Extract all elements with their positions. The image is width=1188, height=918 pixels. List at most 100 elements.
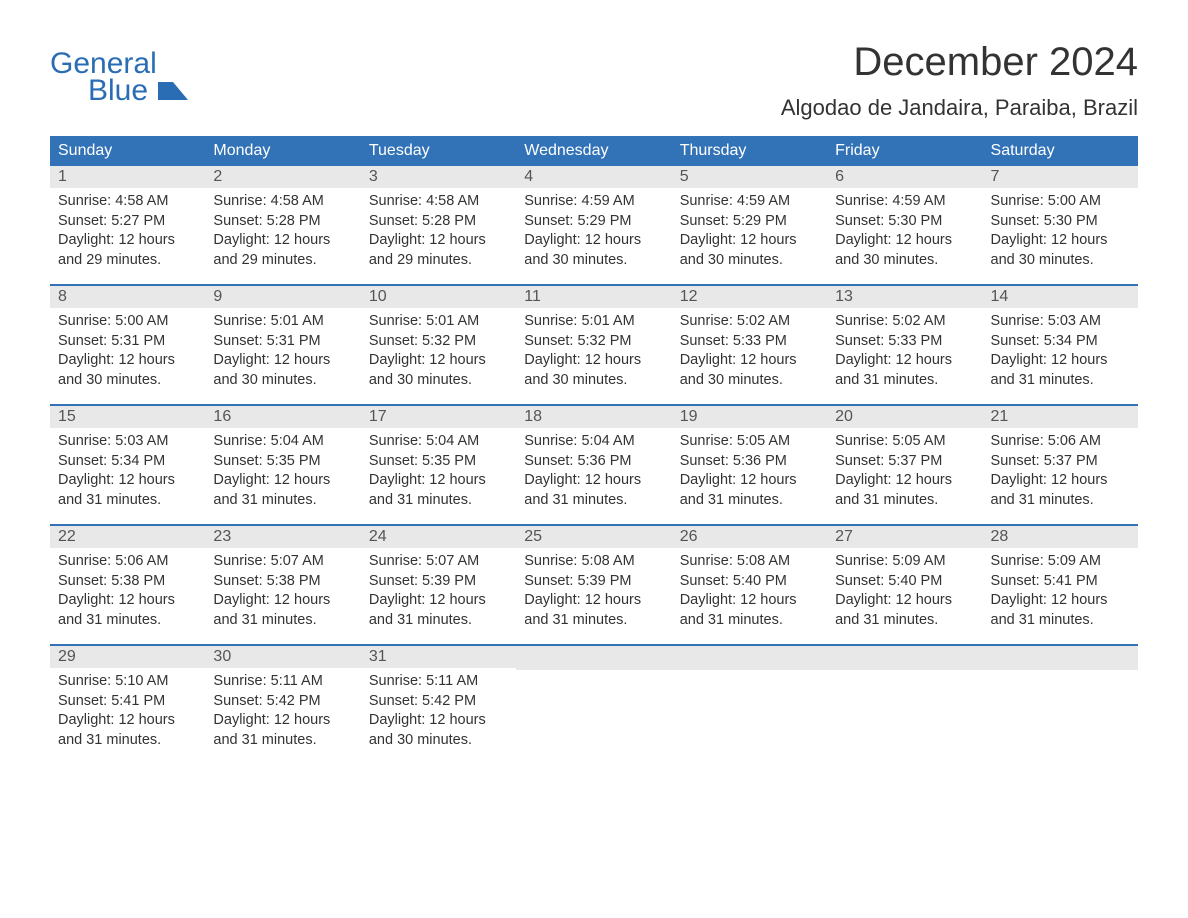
calendar-day: 25Sunrise: 5:08 AMSunset: 5:39 PMDayligh… <box>516 526 671 644</box>
day-number: 15 <box>50 406 205 428</box>
calendar-day: 6Sunrise: 4:59 AMSunset: 5:30 PMDaylight… <box>827 166 982 284</box>
day-number: 25 <box>516 526 671 548</box>
day-number: 17 <box>361 406 516 428</box>
daylight-text-1: Daylight: 12 hours <box>58 711 197 731</box>
day-number: 20 <box>827 406 982 428</box>
daylight-text-2: and 29 minutes. <box>213 251 352 271</box>
sunrise-text: Sunrise: 5:06 AM <box>991 432 1130 452</box>
daylight-text-1: Daylight: 12 hours <box>991 471 1130 491</box>
logo-text: General Blue <box>50 50 188 104</box>
sunrise-text: Sunrise: 5:06 AM <box>58 552 197 572</box>
daylight-text-2: and 31 minutes. <box>991 491 1130 511</box>
day-content: Sunrise: 4:59 AMSunset: 5:30 PMDaylight:… <box>827 188 982 278</box>
day-header-thu: Thursday <box>672 136 827 166</box>
sunset-text: Sunset: 5:33 PM <box>680 332 819 352</box>
day-content: Sunrise: 5:08 AMSunset: 5:40 PMDaylight:… <box>672 548 827 638</box>
day-number: 11 <box>516 286 671 308</box>
calendar-day: 8Sunrise: 5:00 AMSunset: 5:31 PMDaylight… <box>50 286 205 404</box>
day-content: Sunrise: 4:58 AMSunset: 5:27 PMDaylight:… <box>50 188 205 278</box>
daylight-text-1: Daylight: 12 hours <box>213 471 352 491</box>
daylight-text-2: and 31 minutes. <box>991 371 1130 391</box>
daylight-text-1: Daylight: 12 hours <box>213 711 352 731</box>
calendar-day: 27Sunrise: 5:09 AMSunset: 5:40 PMDayligh… <box>827 526 982 644</box>
logo-line2: Blue <box>88 77 188 104</box>
calendar-day: 9Sunrise: 5:01 AMSunset: 5:31 PMDaylight… <box>205 286 360 404</box>
sunrise-text: Sunrise: 5:03 AM <box>58 432 197 452</box>
daylight-text-1: Daylight: 12 hours <box>524 351 663 371</box>
daylight-text-2: and 31 minutes. <box>369 491 508 511</box>
day-number: 19 <box>672 406 827 428</box>
daylight-text-1: Daylight: 12 hours <box>369 591 508 611</box>
day-content: Sunrise: 5:07 AMSunset: 5:38 PMDaylight:… <box>205 548 360 638</box>
day-content: Sunrise: 5:01 AMSunset: 5:32 PMDaylight:… <box>516 308 671 398</box>
daylight-text-1: Daylight: 12 hours <box>58 351 197 371</box>
sunset-text: Sunset: 5:28 PM <box>213 212 352 232</box>
title-area: December 2024 Algodao de Jandaira, Parai… <box>781 40 1138 121</box>
sunrise-text: Sunrise: 5:00 AM <box>991 192 1130 212</box>
day-content: Sunrise: 5:06 AMSunset: 5:38 PMDaylight:… <box>50 548 205 638</box>
daylight-text-1: Daylight: 12 hours <box>524 231 663 251</box>
sunrise-text: Sunrise: 5:01 AM <box>213 312 352 332</box>
calendar-day <box>827 646 982 764</box>
day-content: Sunrise: 5:05 AMSunset: 5:36 PMDaylight:… <box>672 428 827 518</box>
daylight-text-2: and 30 minutes. <box>369 371 508 391</box>
daylight-text-2: and 31 minutes. <box>835 371 974 391</box>
daylight-text-2: and 29 minutes. <box>58 251 197 271</box>
sunset-text: Sunset: 5:27 PM <box>58 212 197 232</box>
day-number: 13 <box>827 286 982 308</box>
calendar-day: 21Sunrise: 5:06 AMSunset: 5:37 PMDayligh… <box>983 406 1138 524</box>
daylight-text-1: Daylight: 12 hours <box>213 351 352 371</box>
day-content: Sunrise: 4:59 AMSunset: 5:29 PMDaylight:… <box>516 188 671 278</box>
daylight-text-1: Daylight: 12 hours <box>680 351 819 371</box>
day-number: 6 <box>827 166 982 188</box>
sunset-text: Sunset: 5:42 PM <box>213 692 352 712</box>
sunrise-text: Sunrise: 5:04 AM <box>524 432 663 452</box>
daylight-text-1: Daylight: 12 hours <box>680 231 819 251</box>
location: Algodao de Jandaira, Paraiba, Brazil <box>781 95 1138 121</box>
day-content: Sunrise: 5:00 AMSunset: 5:31 PMDaylight:… <box>50 308 205 398</box>
day-number: 16 <box>205 406 360 428</box>
daylight-text-2: and 30 minutes. <box>680 371 819 391</box>
day-content: Sunrise: 5:01 AMSunset: 5:32 PMDaylight:… <box>361 308 516 398</box>
daylight-text-2: and 31 minutes. <box>991 611 1130 631</box>
logo-flag-icon <box>158 77 188 104</box>
day-content: Sunrise: 5:06 AMSunset: 5:37 PMDaylight:… <box>983 428 1138 518</box>
day-content: Sunrise: 5:09 AMSunset: 5:40 PMDaylight:… <box>827 548 982 638</box>
day-header-mon: Monday <box>205 136 360 166</box>
calendar-day: 5Sunrise: 4:59 AMSunset: 5:29 PMDaylight… <box>672 166 827 284</box>
daylight-text-1: Daylight: 12 hours <box>213 231 352 251</box>
sunset-text: Sunset: 5:36 PM <box>524 452 663 472</box>
header: General Blue December 2024 Algodao de Ja… <box>50 40 1138 121</box>
daylight-text-1: Daylight: 12 hours <box>58 231 197 251</box>
daylight-text-2: and 31 minutes. <box>213 731 352 751</box>
calendar-day: 13Sunrise: 5:02 AMSunset: 5:33 PMDayligh… <box>827 286 982 404</box>
sunset-text: Sunset: 5:35 PM <box>369 452 508 472</box>
day-number: 10 <box>361 286 516 308</box>
daylight-text-2: and 30 minutes. <box>213 371 352 391</box>
calendar-day: 7Sunrise: 5:00 AMSunset: 5:30 PMDaylight… <box>983 166 1138 284</box>
calendar-day: 1Sunrise: 4:58 AMSunset: 5:27 PMDaylight… <box>50 166 205 284</box>
sunrise-text: Sunrise: 5:10 AM <box>58 672 197 692</box>
week-row: 15Sunrise: 5:03 AMSunset: 5:34 PMDayligh… <box>50 404 1138 524</box>
sunset-text: Sunset: 5:31 PM <box>213 332 352 352</box>
day-number: 14 <box>983 286 1138 308</box>
calendar-day: 3Sunrise: 4:58 AMSunset: 5:28 PMDaylight… <box>361 166 516 284</box>
calendar-day <box>672 646 827 764</box>
calendar-day: 26Sunrise: 5:08 AMSunset: 5:40 PMDayligh… <box>672 526 827 644</box>
logo: General Blue <box>50 50 188 104</box>
sunset-text: Sunset: 5:30 PM <box>991 212 1130 232</box>
sunset-text: Sunset: 5:37 PM <box>835 452 974 472</box>
daylight-text-1: Daylight: 12 hours <box>991 591 1130 611</box>
daylight-text-2: and 31 minutes. <box>680 611 819 631</box>
daylight-text-2: and 31 minutes. <box>680 491 819 511</box>
day-number: 24 <box>361 526 516 548</box>
logo-line1: General <box>50 50 188 77</box>
sunrise-text: Sunrise: 5:03 AM <box>991 312 1130 332</box>
daylight-text-2: and 30 minutes. <box>524 251 663 271</box>
day-number: 7 <box>983 166 1138 188</box>
day-content: Sunrise: 5:04 AMSunset: 5:35 PMDaylight:… <box>205 428 360 518</box>
daylight-text-1: Daylight: 12 hours <box>680 591 819 611</box>
day-header-wed: Wednesday <box>516 136 671 166</box>
daylight-text-1: Daylight: 12 hours <box>835 591 974 611</box>
day-number: 28 <box>983 526 1138 548</box>
